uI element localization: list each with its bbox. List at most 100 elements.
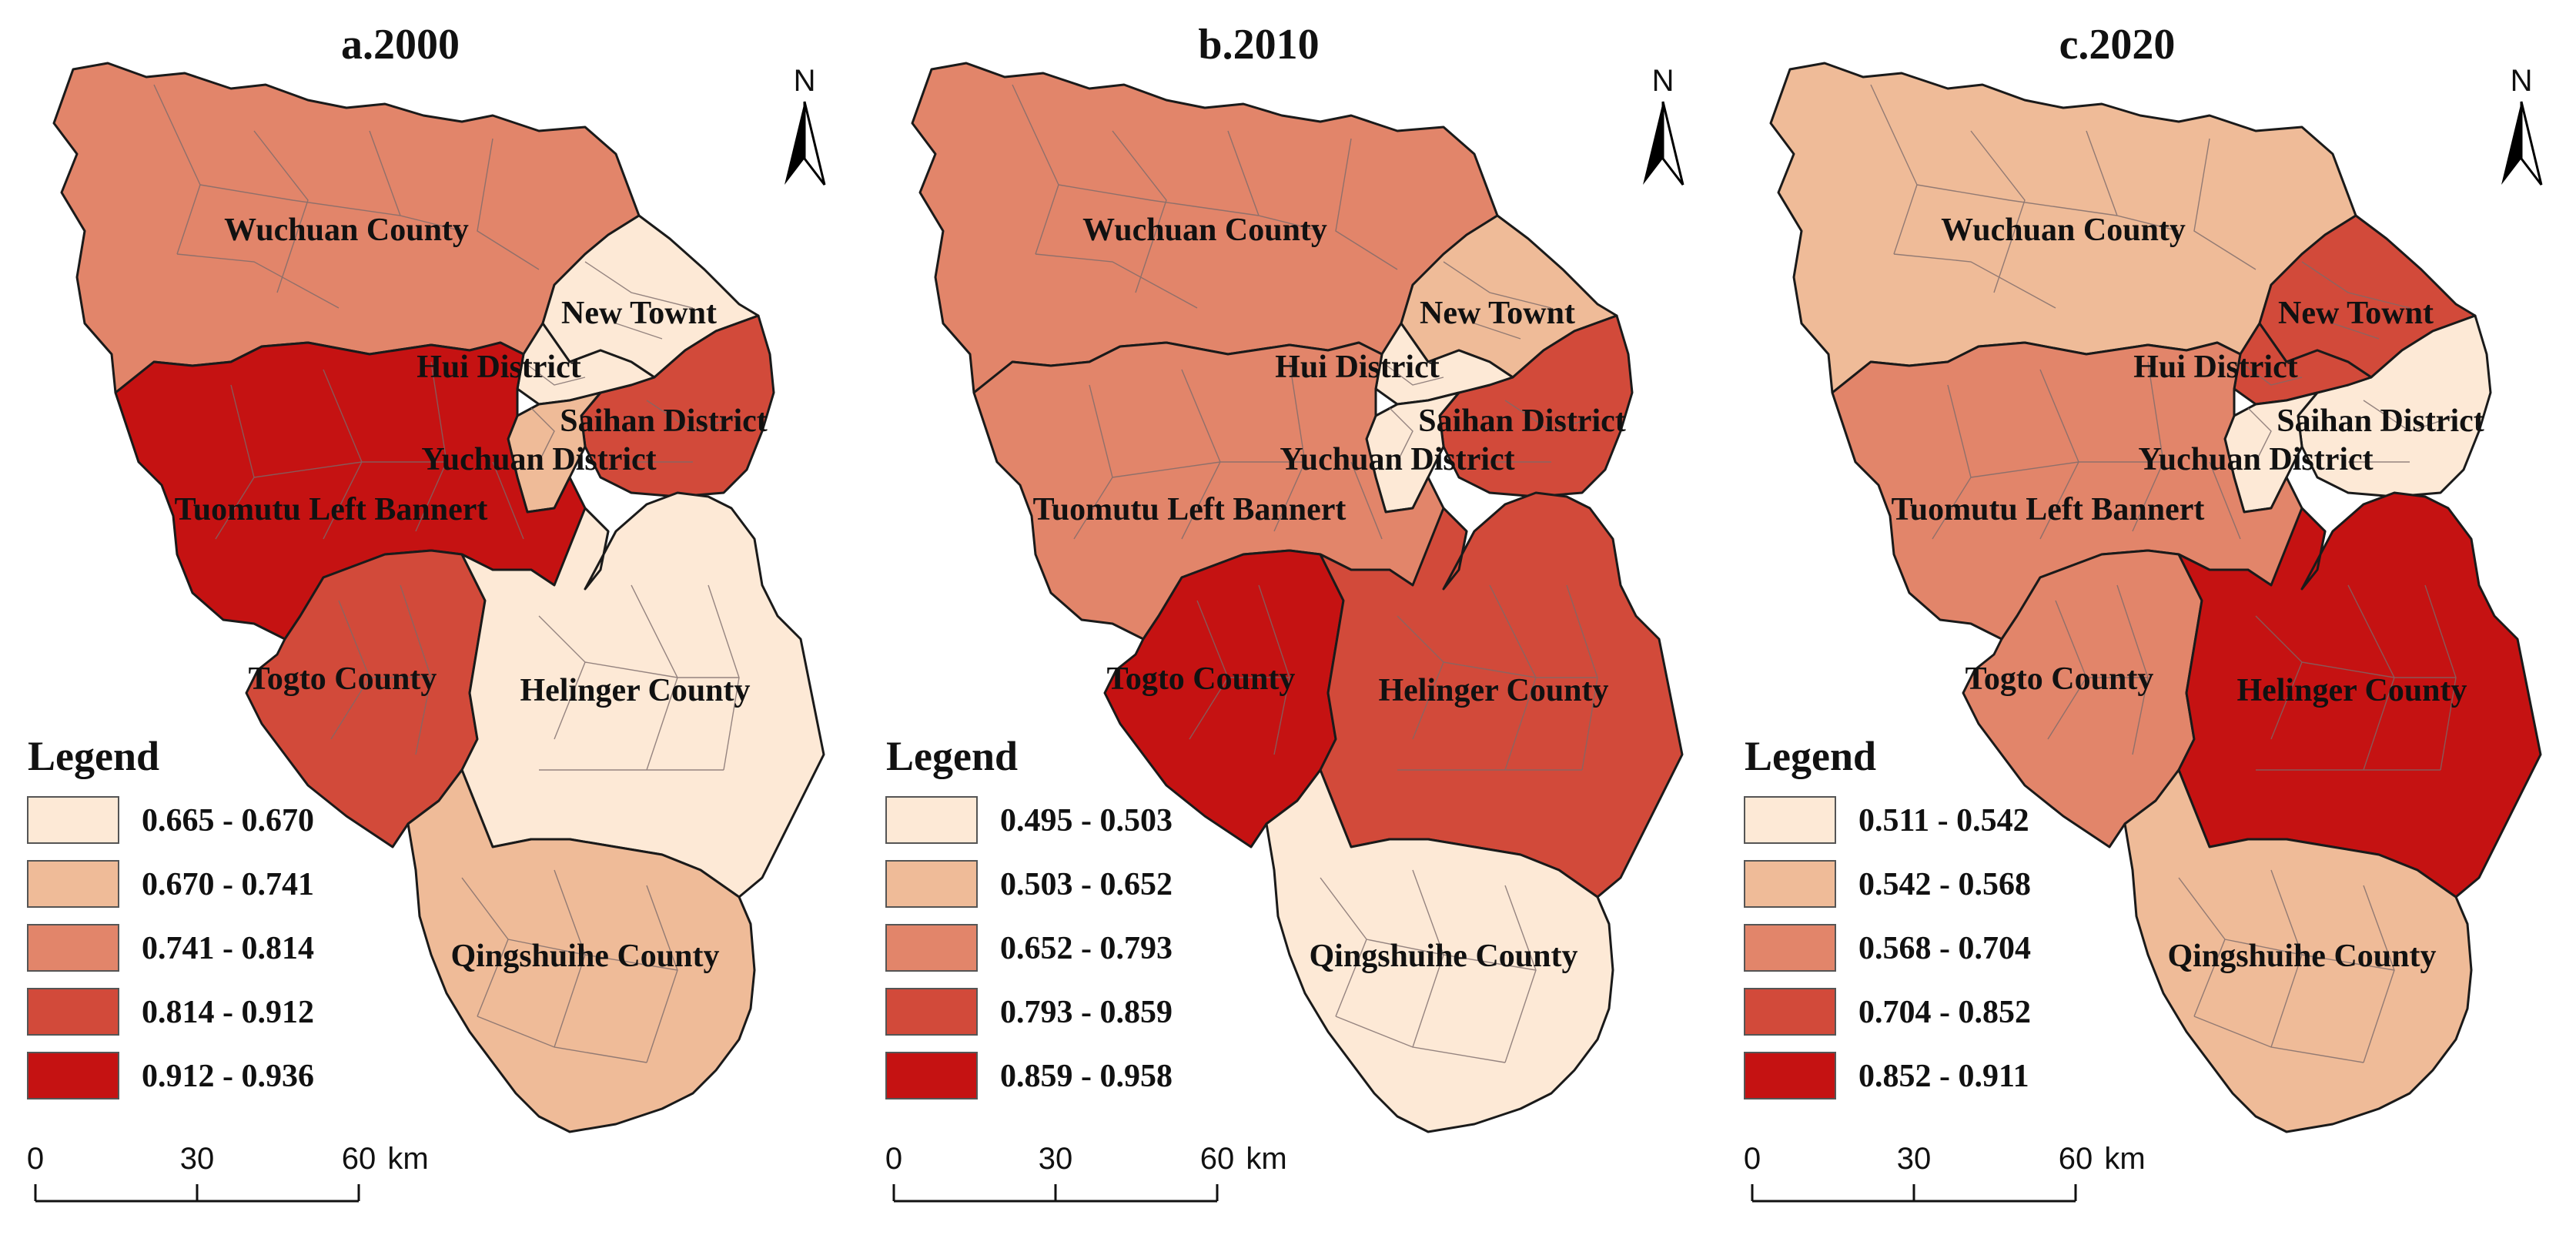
- legend-label: 0.852 - 0.911: [1858, 1059, 2029, 1094]
- scale-tick-label: 60: [2059, 1142, 2093, 1176]
- label-hui: Hui District: [2133, 350, 2297, 385]
- legend-swatch: [27, 924, 119, 972]
- legend-label: 0.542 - 0.568: [1858, 867, 2031, 902]
- label-helinger: Helinger County: [2236, 673, 2467, 708]
- scale-bar: 0 30 60 km: [885, 1142, 1287, 1203]
- scale-bar: 0 30 60 km: [1744, 1142, 2146, 1203]
- legend-label: 0.793 - 0.859: [1000, 995, 1173, 1030]
- legend-swatch: [1744, 924, 1836, 972]
- label-qingshuihe: Qingshuihe County: [2168, 939, 2437, 974]
- label-togto: Togto County: [249, 661, 437, 697]
- label-yuchuan: Yuchuan District: [421, 442, 656, 477]
- legend-label: 0.495 - 0.503: [1000, 803, 1173, 838]
- label-qingshuihe: Qingshuihe County: [451, 939, 720, 974]
- north-arrow-icon: N: [2501, 64, 2543, 186]
- label-newtown: New Townt: [1420, 296, 1575, 331]
- north-label: N: [1652, 64, 1674, 98]
- legend-label: 0.652 - 0.793: [1000, 931, 1173, 966]
- scale-tick-label: 0: [27, 1142, 44, 1176]
- label-helinger: Helinger County: [1378, 673, 1608, 708]
- legend: Legend 0.511 - 0.542 0.542 - 0.568 0.568 -…: [1744, 733, 2031, 1099]
- legend-label: 0.670 - 0.741: [142, 867, 314, 902]
- label-hui: Hui District: [417, 350, 580, 385]
- label-saihan: Saihan District: [1418, 403, 1626, 439]
- scale-unit: km: [2104, 1142, 2145, 1176]
- legend-swatch: [27, 988, 119, 1036]
- legend-swatch: [885, 860, 978, 908]
- label-helinger: Helinger County: [520, 673, 750, 708]
- legend-title: Legend: [1745, 733, 1876, 779]
- scale-unit: km: [387, 1142, 428, 1176]
- legend-label: 0.912 - 0.936: [142, 1059, 314, 1094]
- region-helinger[interactable]: [460, 491, 825, 899]
- label-saihan: Saihan District: [560, 403, 768, 439]
- map-regions: [52, 62, 825, 1133]
- map-canvas: a.2000 N: [27, 21, 826, 1203]
- region-qingshuihe[interactable]: [1265, 768, 1614, 1133]
- legend-swatch: [27, 796, 119, 844]
- scale-tick-label: 60: [342, 1142, 376, 1176]
- label-wuchuan: Wuchuan County: [224, 213, 469, 248]
- label-saihan: Saihan District: [2277, 403, 2484, 439]
- legend-label: 0.859 - 0.958: [1000, 1059, 1173, 1094]
- scale-tick-label: 60: [1200, 1142, 1235, 1176]
- region-qingshuihe[interactable]: [2123, 768, 2473, 1133]
- legend-label: 0.568 - 0.704: [1858, 931, 2031, 966]
- panel-title: a.2000: [341, 21, 460, 69]
- legend-title: Legend: [886, 733, 1018, 779]
- legend: Legend 0.665 - 0.670 0.670 - 0.741 0.741 -…: [27, 733, 314, 1099]
- map-canvas: c.2020 N: [1744, 21, 2543, 1203]
- region-helinger[interactable]: [1319, 491, 1684, 899]
- legend-title: Legend: [28, 733, 159, 779]
- label-wuchuan: Wuchuan County: [1941, 213, 2186, 248]
- label-newtown: New Townt: [561, 296, 717, 331]
- legend-swatch: [1744, 796, 1836, 844]
- scale-tick-label: 0: [885, 1142, 902, 1176]
- label-hui: Hui District: [1275, 350, 1439, 385]
- legend-swatch: [885, 988, 978, 1036]
- legend-label: 0.665 - 0.670: [142, 803, 314, 838]
- region-helinger[interactable]: [2177, 491, 2542, 899]
- map-panel-1: a.2000 N: [0, 0, 858, 1235]
- label-tuomutu: Tuomutu Left Bannert: [1892, 492, 2205, 527]
- region-qingshuihe[interactable]: [406, 768, 756, 1133]
- label-yuchuan: Yuchuan District: [2138, 442, 2373, 477]
- panel-title: c.2020: [2059, 21, 2176, 69]
- scale-tick-label: 30: [1039, 1142, 1073, 1176]
- legend-swatch: [885, 796, 978, 844]
- legend-swatch: [27, 1052, 119, 1099]
- label-tuomutu: Tuomutu Left Bannert: [175, 492, 488, 527]
- north-arrow-icon: N: [785, 64, 826, 186]
- north-arrow-icon: N: [1643, 64, 1684, 186]
- map-canvas: b.2010 N: [885, 21, 1684, 1203]
- map-panel-2: b.2010 N: [858, 0, 1717, 1235]
- region-labels: Wuchuan County New Townt Hui District Sa…: [1892, 213, 2484, 974]
- region-saihan[interactable]: [1438, 314, 1634, 498]
- label-qingshuihe: Qingshuihe County: [1310, 939, 1578, 974]
- legend-swatch: [1744, 860, 1836, 908]
- legend-items: 0.495 - 0.503 0.503 - 0.652 0.652 - 0.793 0…: [885, 796, 1173, 1099]
- label-togto: Togto County: [1107, 661, 1296, 697]
- scale-tick-label: 30: [180, 1142, 215, 1176]
- legend-swatch: [885, 1052, 978, 1099]
- scale-tick-label: 0: [1744, 1142, 1761, 1176]
- label-newtown: New Townt: [2278, 296, 2434, 331]
- north-label: N: [794, 64, 816, 98]
- map-panel-3: c.2020 N: [1717, 0, 2575, 1235]
- legend-items: 0.511 - 0.542 0.542 - 0.568 0.568 - 0.704 0…: [1744, 796, 2031, 1099]
- label-wuchuan: Wuchuan County: [1082, 213, 1327, 248]
- legend-label: 0.511 - 0.542: [1858, 803, 2029, 838]
- scale-bar: 0 30 60 km: [27, 1142, 429, 1203]
- legend-swatch: [1744, 988, 1836, 1036]
- region-labels: Wuchuan County New Townt Hui District Sa…: [175, 213, 768, 974]
- region-saihan[interactable]: [2297, 314, 2492, 498]
- region-labels: Wuchuan County New Townt Hui District Sa…: [1033, 213, 1626, 974]
- legend-swatch: [27, 860, 119, 908]
- legend: Legend 0.495 - 0.503 0.503 - 0.652 0.652 -…: [885, 733, 1173, 1099]
- north-label: N: [2511, 64, 2533, 98]
- map-regions: [911, 62, 1684, 1133]
- legend-swatch: [1744, 1052, 1836, 1099]
- legend-items: 0.665 - 0.670 0.670 - 0.741 0.741 - 0.814 0…: [27, 796, 314, 1099]
- map-regions: [1769, 62, 2542, 1133]
- region-saihan[interactable]: [580, 314, 775, 498]
